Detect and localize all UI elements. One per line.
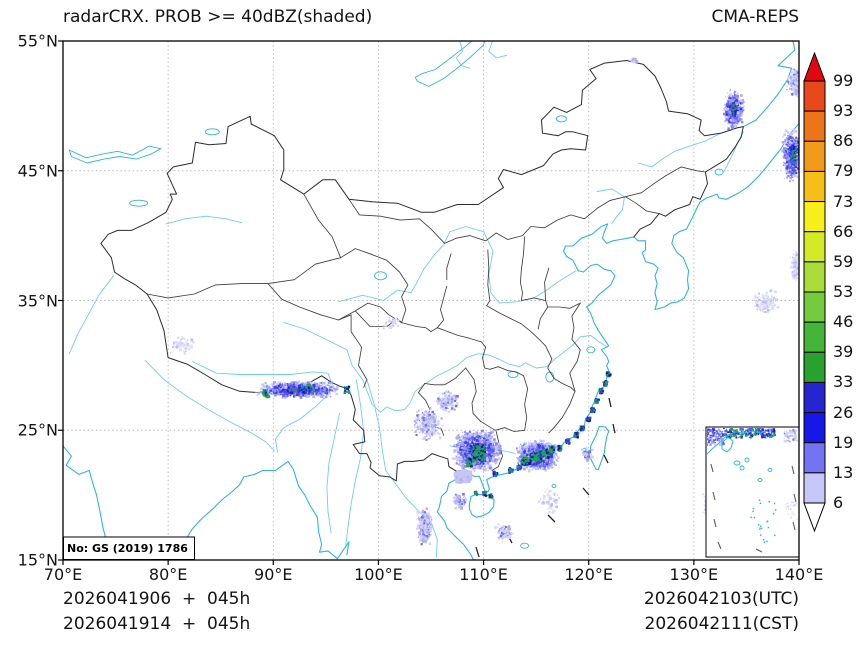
colorbar-tick-label: 79 bbox=[833, 161, 854, 181]
colorbar-tick-label: 73 bbox=[833, 191, 854, 211]
x-tick-label: 80°E bbox=[148, 565, 188, 584]
map-frame bbox=[62, 40, 800, 561]
y-tick-label: 15°N bbox=[17, 550, 58, 570]
x-tick-label: 120°E bbox=[564, 565, 614, 584]
y-tick-label: 45°N bbox=[17, 161, 58, 181]
colorbar-tick-label: 39 bbox=[833, 342, 854, 362]
y-tick-label: 25°N bbox=[17, 420, 58, 440]
page-title: radarCRX. PROB >= 40dBZ(shaded) bbox=[63, 7, 373, 27]
x-tick-label: 110°E bbox=[459, 565, 508, 584]
colorbar-tick-label: 93 bbox=[833, 101, 854, 121]
colorbar-tick-label: 46 bbox=[833, 312, 854, 332]
coastlines-and-rivers bbox=[63, 41, 799, 560]
radar-prob-shading bbox=[169, 57, 799, 546]
x-tick-label: 90°E bbox=[254, 565, 293, 584]
administrative-borders bbox=[100, 60, 744, 482]
colorbar-tick-label: 66 bbox=[833, 221, 854, 241]
axis-ticks bbox=[58, 40, 800, 565]
graticule bbox=[63, 41, 799, 560]
colorbar-tick-label: 59 bbox=[833, 251, 854, 271]
x-tick-label: 100°E bbox=[354, 565, 403, 584]
x-tick-label: 70°E bbox=[43, 565, 83, 584]
y-tick-label: 35°N bbox=[17, 291, 58, 310]
colorbar-tick-label: 13 bbox=[833, 462, 854, 482]
map-license-note: No: GS (2019) 1786 bbox=[67, 542, 188, 555]
footer-valid-utc: 2026042103(UTC) bbox=[643, 589, 799, 609]
colorbar-tick-label: 19 bbox=[833, 432, 854, 452]
footer-init-cst: 2026041914 + 045h bbox=[63, 614, 251, 634]
x-tick-label: 140°E bbox=[774, 565, 824, 584]
colorbar-tick-label: 53 bbox=[833, 282, 854, 302]
colorbar-tick-label: 99 bbox=[833, 71, 854, 91]
colorbar-tick-label: 86 bbox=[833, 131, 854, 151]
south-china-sea-inset bbox=[705, 426, 800, 558]
model-label: CMA-REPS bbox=[711, 7, 799, 27]
footer-valid-cst: 2026042111(CST) bbox=[644, 614, 799, 634]
map-content bbox=[63, 41, 799, 560]
y-tick-label: 55°N bbox=[17, 31, 58, 51]
colorbar-tick-label: 26 bbox=[833, 402, 854, 422]
colorbar bbox=[803, 51, 826, 533]
nine-dash-line bbox=[475, 397, 616, 558]
colorbar-tick-label: 33 bbox=[833, 372, 854, 392]
x-tick-label: 130°E bbox=[669, 565, 719, 584]
footer-init-utc: 2026041906 + 045h bbox=[63, 589, 251, 609]
colorbar-tick-label: 6 bbox=[833, 493, 844, 513]
